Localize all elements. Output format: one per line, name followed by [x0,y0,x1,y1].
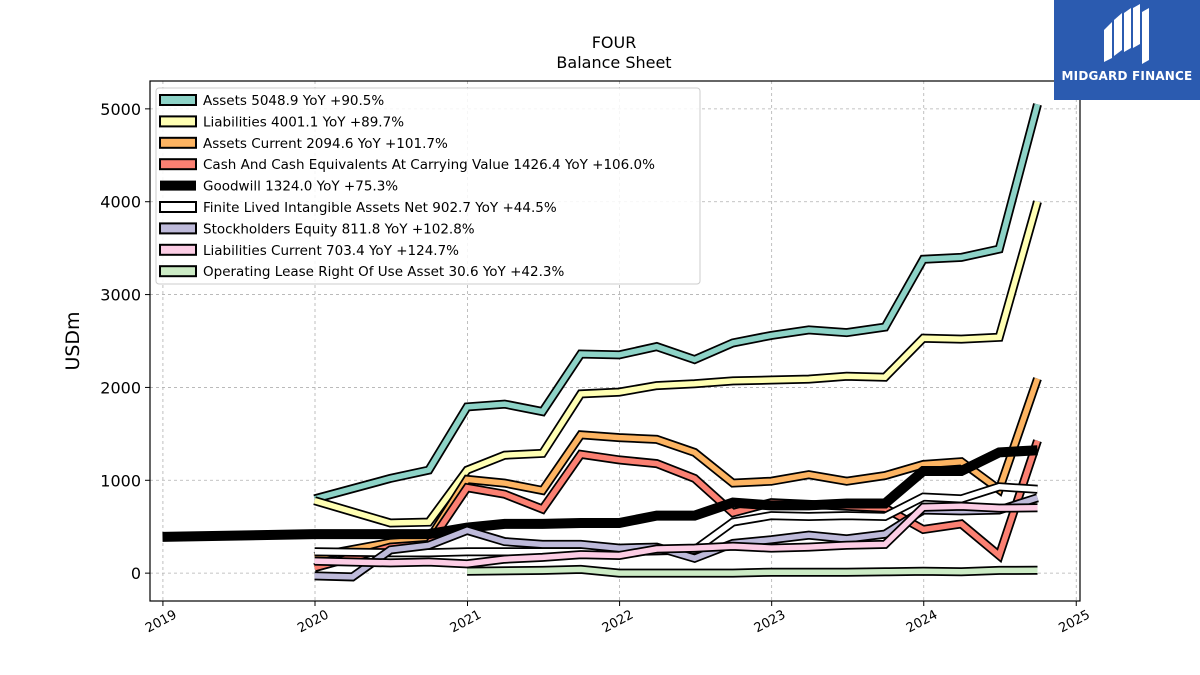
y-tick-label: 4000 [100,193,141,212]
legend-item: Liabilities 4001.1 YoY +89.7% [159,114,404,130]
series-cash-and-cash-equivalents-at-carrying-value [313,439,1042,572]
legend-swatch [159,222,197,235]
legend-item: Goodwill 1324.0 YoY +75.3% [160,179,398,195]
series-goodwill [162,445,1038,542]
x-tick-label: 2023 [752,608,788,637]
legend-swatch [159,158,197,171]
x-tick-label: 2019 [143,608,179,637]
series-liabilities [313,200,1042,528]
legend-item: Finite Lived Intangible Assets Net 902.7… [159,200,557,216]
series-liabilities-current [314,501,1038,569]
legend-swatch [159,136,197,149]
legend-swatch [159,201,197,213]
brand-logo: MIDGARD FINANCE [1054,0,1200,100]
series-layer [162,103,1042,582]
series-assets-current [313,377,1042,561]
series-line [314,503,1038,567]
x-tick-label: 2024 [904,608,940,637]
midgard-logo-icon [1104,4,1149,64]
series-line [467,566,1038,576]
x-tick-label: 2021 [448,608,484,637]
legend-item: Assets Current 2094.6 YoY +101.7% [159,136,448,152]
x-tick-label: 2020 [295,608,331,637]
legend-label: Finite Lived Intangible Assets Net 902.7… [203,200,557,216]
series-line [313,103,1041,502]
legend-label: Liabilities Current 703.4 YoY +124.7% [203,243,459,259]
chart-title: FOUR [592,33,637,52]
legend-swatch [160,180,196,191]
legend-item: Cash And Cash Equivalents At Carrying Va… [159,157,655,173]
legend-label: Assets 5048.9 YoY +90.5% [203,93,384,109]
legend-label: Liabilities 4001.1 YoY +89.7% [203,114,404,130]
legend-box [155,87,701,285]
legend-swatch [159,265,197,278]
y-tick-label: 1000 [100,471,141,490]
series-line [313,200,1041,526]
legend: Assets 5048.9 YoY +90.5% Liabilities 4001… [155,87,701,285]
legend-label: Operating Lease Right Of Use Asset 30.6 … [203,264,564,280]
y-axis-label: USDm [62,311,84,370]
x-tick-label: 2025 [1056,608,1092,637]
series-line [162,445,1038,542]
legend-item: Stockholders Equity 811.8 YoY +102.8% [159,221,475,237]
legend-label: Assets Current 2094.6 YoY +101.7% [203,136,448,152]
logo-text: MIDGARD FINANCE [1061,69,1193,83]
legend-label: Stockholders Equity 811.8 YoY +102.8% [203,221,475,237]
legend-swatch [159,115,197,128]
y-tick-label: 0 [131,564,141,583]
legend-item: Liabilities Current 703.4 YoY +124.7% [159,243,459,259]
series-operating-lease-right-of-use-asset [467,564,1038,578]
y-tick-label: 5000 [100,100,141,119]
y-tick-label: 2000 [100,378,141,397]
plot-frame [149,80,1081,602]
legend-swatch [159,243,197,256]
y-tick-label: 3000 [100,286,141,305]
legend-item: Operating Lease Right Of Use Asset 30.6 … [159,264,564,280]
series-line [314,377,1041,560]
legend-item: Assets 5048.9 YoY +90.5% [159,93,384,109]
series-assets [313,103,1042,504]
legend-label: Goodwill 1324.0 YoY +75.3% [203,179,398,195]
legend-swatch [159,94,197,106]
chart-subtitle: Balance Sheet [556,53,671,72]
series-line [313,439,1041,571]
x-tick-label: 2022 [600,608,636,637]
legend-label: Cash And Cash Equivalents At Carrying Va… [203,157,655,173]
